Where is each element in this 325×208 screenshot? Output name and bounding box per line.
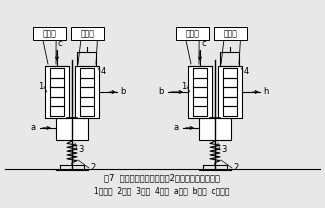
Text: 控制腔: 控制腔 bbox=[43, 29, 57, 38]
Text: b: b bbox=[120, 88, 125, 97]
Text: 工作腔: 工作腔 bbox=[224, 29, 238, 38]
Bar bbox=[56, 118, 88, 140]
Text: a: a bbox=[174, 123, 179, 132]
Text: h: h bbox=[263, 88, 268, 97]
Bar bbox=[214, 27, 247, 40]
Text: 4: 4 bbox=[101, 68, 106, 77]
Text: 控制腔: 控制腔 bbox=[186, 29, 200, 38]
Text: 3: 3 bbox=[221, 146, 227, 155]
Bar bbox=[75, 66, 99, 118]
Text: a: a bbox=[31, 123, 36, 132]
Bar bbox=[218, 66, 242, 118]
Text: 2: 2 bbox=[90, 163, 95, 172]
Bar bbox=[188, 66, 212, 118]
Bar bbox=[176, 27, 209, 40]
Bar bbox=[71, 27, 104, 40]
Text: 工作腔: 工作腔 bbox=[81, 29, 95, 38]
Text: 1: 1 bbox=[38, 82, 43, 91]
Text: 图7  有金属波纹管动密封的2种气控阀用例原理图: 图7 有金属波纹管动密封的2种气控阀用例原理图 bbox=[104, 173, 220, 182]
Text: b: b bbox=[159, 88, 164, 97]
Bar bbox=[33, 27, 66, 40]
Bar bbox=[199, 118, 231, 140]
Bar bbox=[45, 66, 69, 118]
Text: c: c bbox=[58, 39, 63, 48]
Text: 4: 4 bbox=[244, 68, 249, 77]
Text: 1波纹管  2弹簧  3阀头  4壳体  a入口  b出口  c气控口: 1波纹管 2弹簧 3阀头 4壳体 a入口 b出口 c气控口 bbox=[94, 187, 230, 196]
Text: 3: 3 bbox=[78, 146, 84, 155]
Text: 1: 1 bbox=[181, 82, 186, 91]
Text: c: c bbox=[201, 39, 206, 48]
Text: 2: 2 bbox=[233, 163, 238, 172]
